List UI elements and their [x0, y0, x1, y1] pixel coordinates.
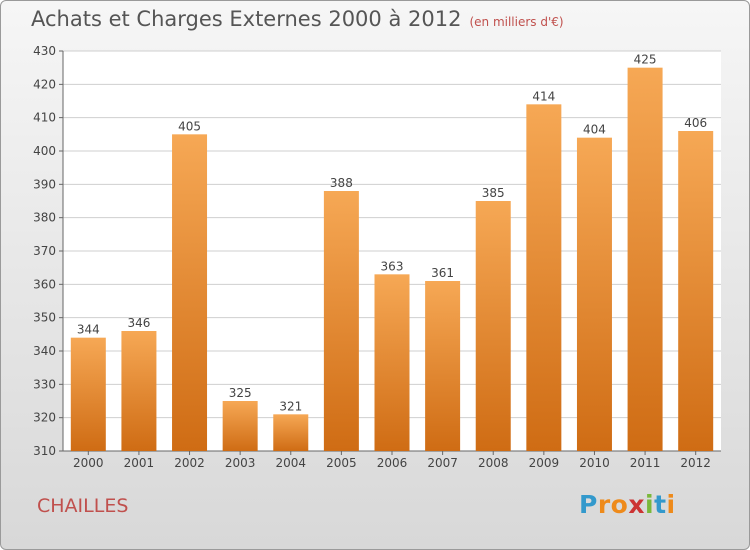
logo-letter: i [645, 490, 655, 519]
bar [475, 201, 511, 451]
y-tick-label: 340 [33, 344, 56, 358]
logo-letter: P [579, 490, 598, 519]
chart-title-text: Achats et Charges Externes 2000 à 2012 [31, 7, 462, 31]
logo-letter: x [628, 490, 645, 519]
x-tick-label: 2000 [73, 456, 104, 470]
x-tick-label: 2009 [529, 456, 560, 470]
y-tick-label: 360 [33, 277, 56, 291]
bar-value-label: 325 [229, 386, 252, 400]
bar [172, 134, 208, 452]
logo-letter: t [654, 490, 667, 519]
x-tick-label: 2012 [680, 456, 711, 470]
logo-letter: i [666, 490, 676, 519]
bar-value-label: 385 [482, 186, 505, 200]
y-tick-label: 430 [33, 44, 56, 58]
bar [323, 191, 359, 451]
chart-subtitle: (en milliers d'€) [469, 15, 564, 29]
bar-value-label: 321 [279, 399, 302, 413]
proxiti-logo: Proxiti [579, 490, 676, 519]
y-tick-label: 350 [33, 311, 56, 325]
bar [374, 274, 410, 451]
bar-value-label: 388 [330, 176, 353, 190]
x-tick-label: 2006 [377, 456, 408, 470]
x-tick-label: 2011 [630, 456, 661, 470]
bar [121, 331, 157, 451]
y-tick-label: 410 [33, 111, 56, 125]
x-tick-label: 2008 [478, 456, 509, 470]
bar-value-label: 414 [532, 89, 555, 103]
bar [273, 414, 309, 451]
bar-value-label: 425 [634, 53, 657, 67]
bar [222, 401, 258, 451]
y-tick-label: 370 [33, 244, 56, 258]
bar-value-label: 406 [684, 116, 707, 130]
bar [678, 131, 714, 451]
y-tick-label: 320 [33, 411, 56, 425]
x-tick-label: 2001 [124, 456, 155, 470]
logo-letter: r [597, 490, 611, 519]
bar-value-label: 361 [431, 266, 454, 280]
bar [526, 104, 562, 451]
x-tick-label: 2003 [225, 456, 256, 470]
x-tick-label: 2005 [326, 456, 357, 470]
bar [576, 137, 612, 451]
logo-letter: o [610, 490, 629, 519]
y-tick-label: 330 [33, 377, 56, 391]
y-tick-label: 390 [33, 177, 56, 191]
bar-value-label: 363 [381, 259, 404, 273]
x-tick-label: 2010 [579, 456, 610, 470]
bar-value-label: 346 [127, 316, 150, 330]
x-tick-label: 2004 [275, 456, 306, 470]
y-tick-label: 310 [33, 444, 56, 458]
bar [425, 281, 461, 451]
y-tick-label: 380 [33, 211, 56, 225]
bar-value-label: 344 [77, 323, 100, 337]
bar-value-label: 405 [178, 119, 201, 133]
y-tick-label: 420 [33, 77, 56, 91]
city-name: CHAILLES [37, 495, 129, 517]
chart-title: Achats et Charges Externes 2000 à 2012 (e… [31, 7, 564, 31]
x-tick-label: 2002 [174, 456, 205, 470]
bar [627, 67, 663, 452]
bar-value-label: 404 [583, 123, 606, 137]
x-tick-label: 2007 [427, 456, 458, 470]
bar [70, 337, 106, 451]
y-tick-label: 400 [33, 144, 56, 158]
